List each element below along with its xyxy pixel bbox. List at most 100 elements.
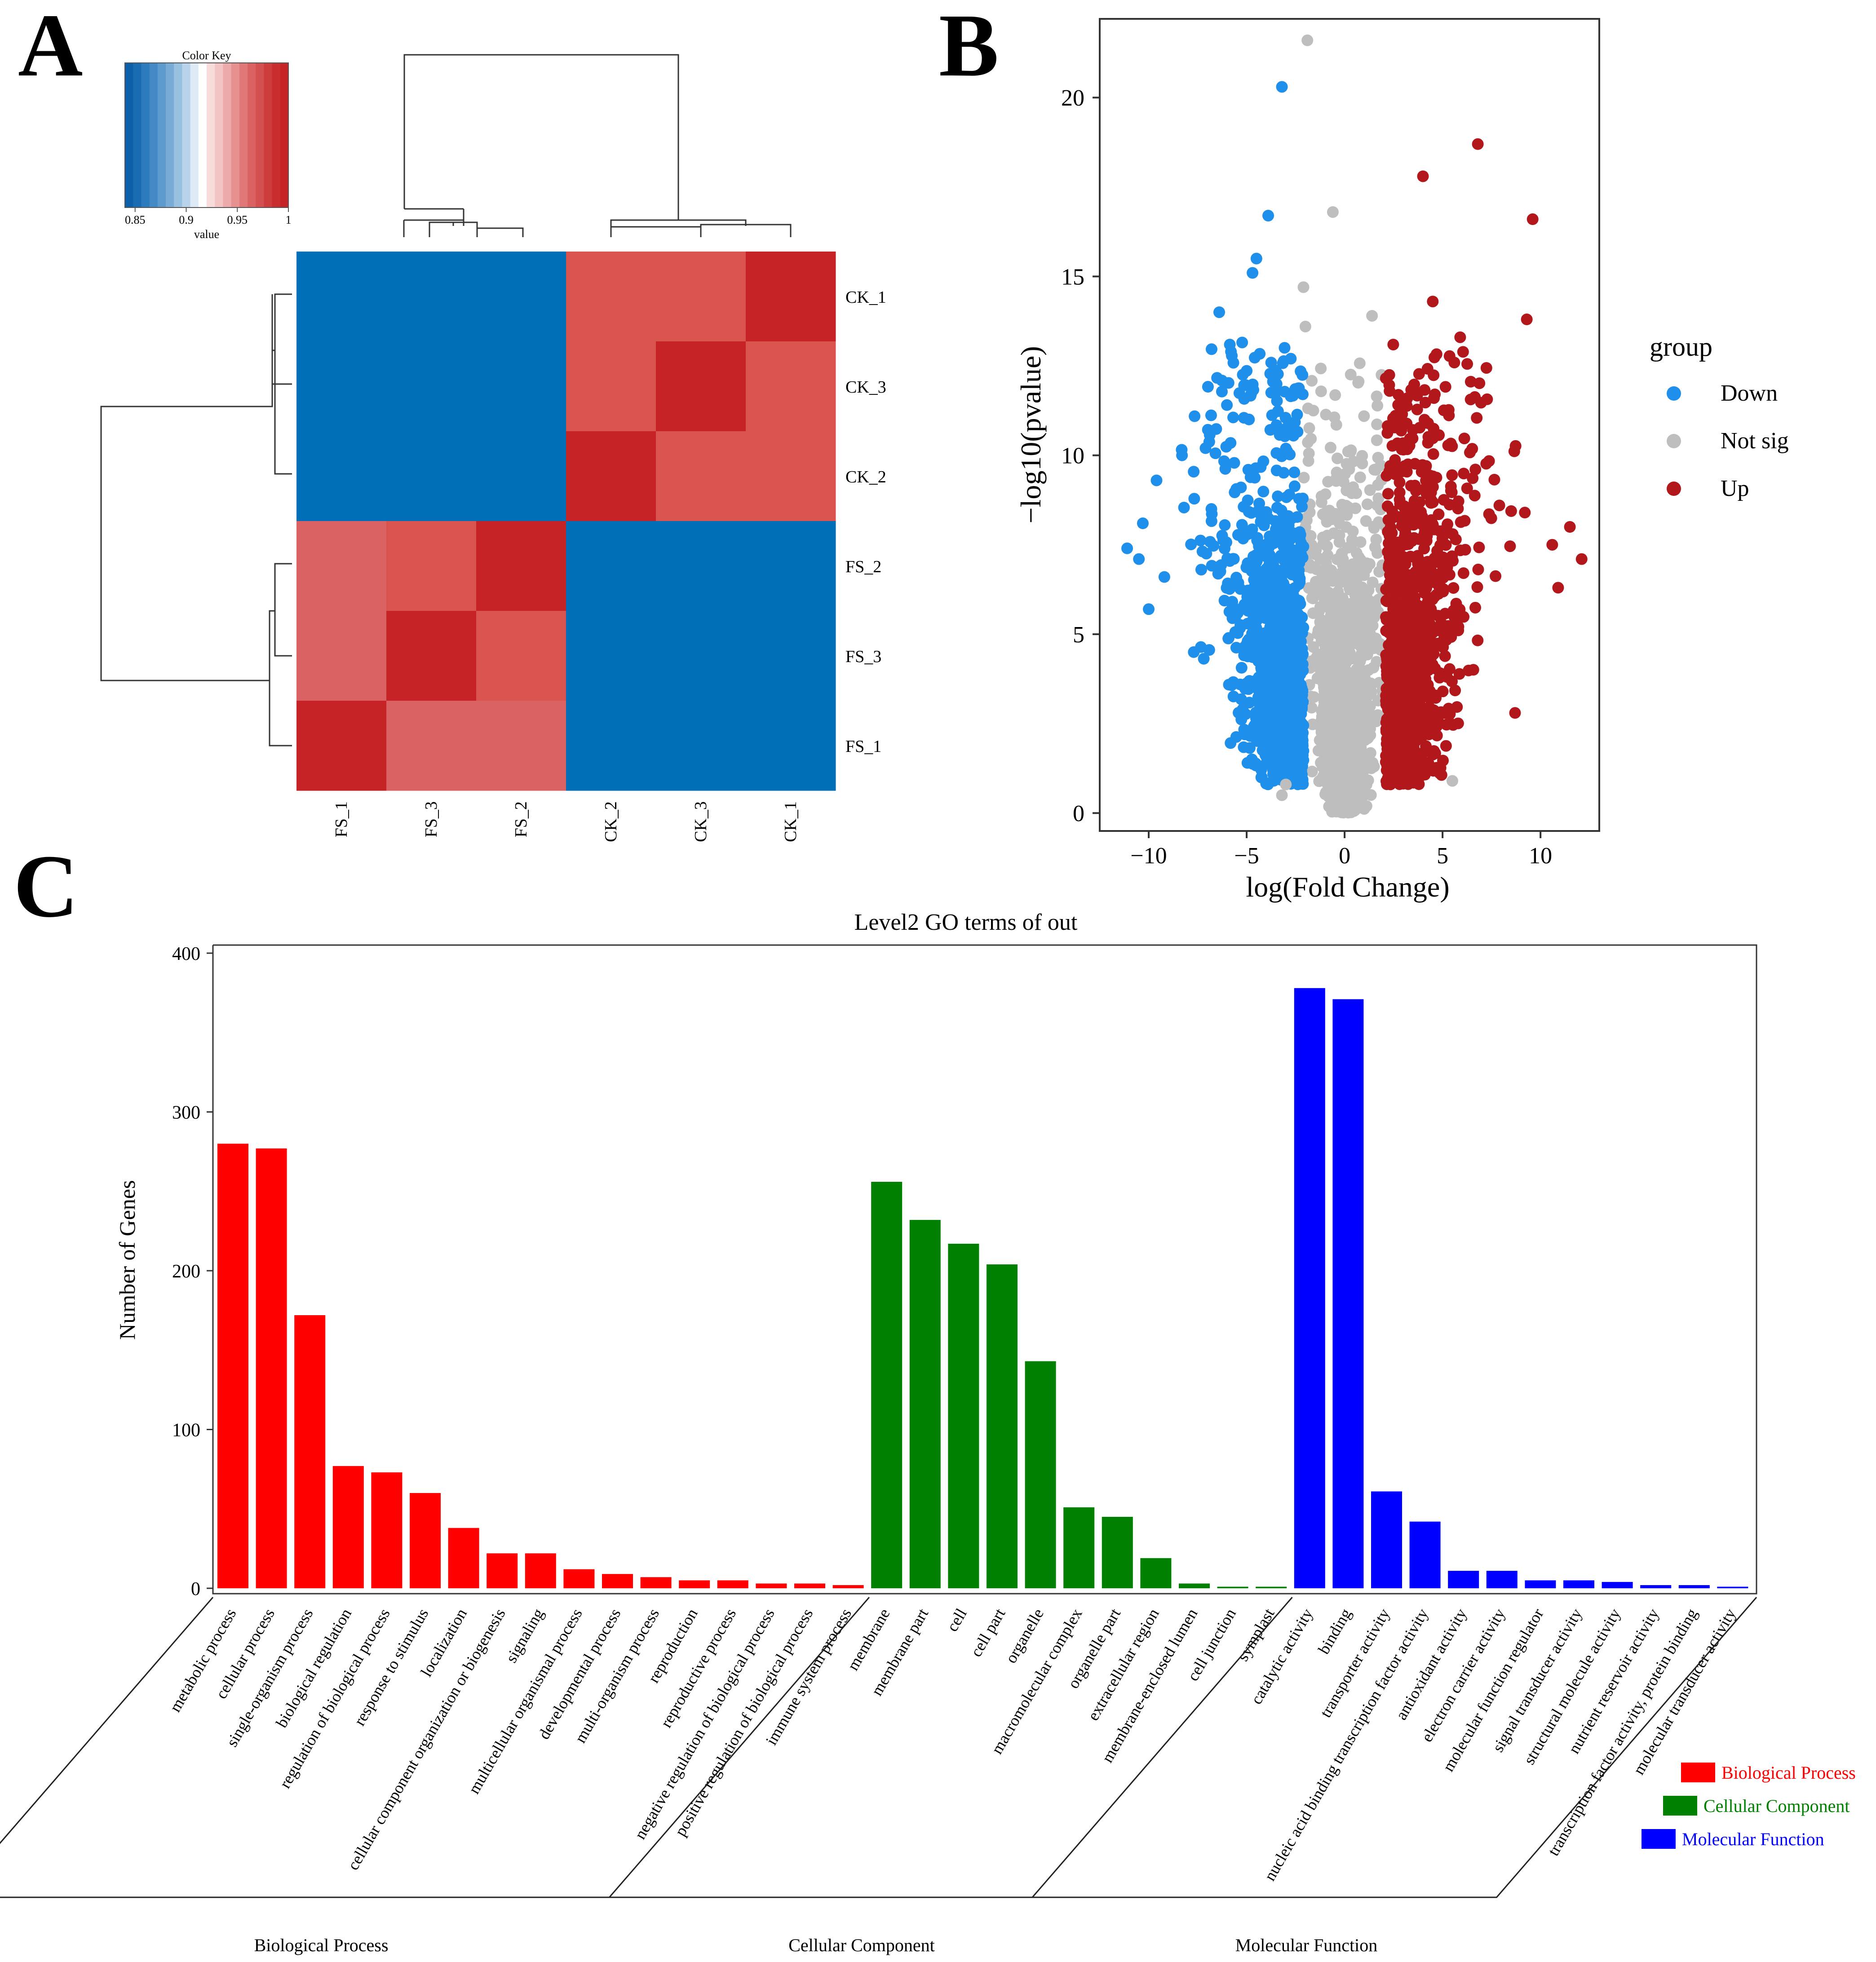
go-category-label: Molecular Function: [1235, 1935, 1378, 1955]
volcano-point: [1367, 712, 1380, 724]
volcano-point: [1321, 516, 1333, 528]
heatmap-cell: [566, 252, 656, 342]
volcano-point: [1236, 336, 1248, 349]
volcano-point: [1366, 310, 1378, 322]
volcano-point: [1292, 698, 1304, 710]
heatmap-cell: [296, 521, 387, 611]
volcano-point: [1416, 511, 1429, 523]
volcano-point: [1252, 536, 1264, 548]
volcano-point: [1371, 434, 1383, 446]
volcano-point: [1279, 411, 1292, 424]
volcano-y-tick-label: 0: [1073, 801, 1084, 826]
heatmap-cell: [656, 431, 746, 521]
volcano-point: [1234, 583, 1247, 595]
volcano-point: [1349, 766, 1361, 778]
volcano-point: [1413, 368, 1425, 380]
go-bar: [1525, 1580, 1556, 1588]
volcano-point: [1345, 682, 1357, 694]
color-key-band: [248, 63, 256, 208]
go-bar: [1448, 1571, 1479, 1588]
volcano-point: [1394, 486, 1406, 499]
go-bar: [794, 1583, 825, 1588]
heatmap-cell: [566, 431, 656, 521]
volcano-point: [1325, 763, 1337, 775]
heatmap-cell: [476, 341, 566, 432]
volcano-point: [1391, 437, 1403, 449]
color-key-band: [133, 63, 142, 208]
volcano-point: [1242, 494, 1254, 506]
volcano-point: [1422, 437, 1434, 449]
heatmap-row-label: CK_1: [845, 288, 886, 307]
color-key-border: [124, 62, 289, 208]
volcano-point: [1288, 466, 1301, 478]
volcano-point: [1307, 641, 1319, 653]
volcano-point: [1315, 726, 1327, 738]
volcano-point: [1469, 464, 1482, 476]
volcano-point: [1328, 411, 1341, 423]
color-key-band: [149, 63, 158, 208]
volcano-legend-title: group: [1650, 332, 1712, 362]
volcano-point: [1385, 565, 1397, 577]
go-category-brackets: [0, 1597, 1757, 1898]
volcano-x-tick-label: −5: [1234, 843, 1259, 869]
volcano-panel: −10 −5 0 5 10 0 5 10 15 20 log(Fold Change) −log…: [1015, 18, 1789, 903]
volcano-point: [1464, 446, 1476, 459]
heatmap-cell: [746, 431, 836, 521]
volcano-point: [1336, 722, 1349, 734]
volcano-point: [1323, 653, 1335, 665]
volcano-point: [1313, 653, 1325, 665]
volcano-point: [1350, 782, 1363, 795]
volcano-point: [1383, 369, 1395, 381]
volcano-point: [1471, 412, 1483, 424]
volcano-point: [1295, 721, 1307, 733]
volcano-point: [1282, 589, 1294, 601]
volcano-point: [1389, 546, 1401, 558]
volcano-point: [1427, 704, 1439, 716]
volcano-point: [1390, 463, 1402, 475]
heatmap-cell: [566, 611, 656, 701]
volcano-point: [1505, 505, 1517, 517]
volcano-point: [1390, 650, 1402, 662]
volcano-point: [1417, 614, 1429, 626]
volcano-point: [1296, 689, 1308, 701]
volcano-point: [1380, 689, 1392, 702]
volcano-point: [1387, 339, 1399, 351]
go-bar: [871, 1182, 903, 1588]
volcano-point: [1293, 526, 1305, 538]
volcano-point: [1414, 652, 1426, 664]
volcano-point: [1388, 766, 1400, 778]
volcano-point: [1409, 480, 1421, 492]
volcano-point: [1274, 734, 1287, 747]
volcano-point: [1411, 731, 1424, 743]
volcano-point: [1454, 331, 1466, 343]
volcano-point: [1137, 517, 1149, 530]
volcano-point: [1209, 447, 1221, 460]
go-y-label: Number of Genes: [115, 1180, 140, 1339]
volcano-point: [1509, 440, 1522, 452]
volcano-point: [1319, 597, 1332, 609]
volcano-point: [1433, 508, 1445, 520]
volcano-point: [1158, 571, 1170, 583]
heatmap-col-label: CK_2: [602, 801, 620, 842]
volcano-point: [1349, 625, 1361, 637]
go-bar: [1602, 1582, 1633, 1588]
volcano-point: [1261, 567, 1273, 579]
volcano-point: [1333, 529, 1345, 541]
volcano-point: [1389, 597, 1402, 609]
volcano-point: [1368, 522, 1380, 534]
go-x-label: binding: [1314, 1605, 1355, 1657]
volcano-point: [1285, 615, 1297, 627]
volcano-point: [1272, 692, 1284, 704]
volcano-point: [1261, 712, 1274, 724]
volcano-point: [1469, 391, 1481, 403]
heatmap-cell: [476, 521, 566, 611]
go-chart-title: Level2 GO terms of out: [854, 910, 1078, 935]
go-bar: [640, 1577, 672, 1588]
volcano-point: [1324, 712, 1336, 725]
volcano-point: [1238, 379, 1250, 391]
volcano-point: [1469, 490, 1481, 502]
volcano-point: [1427, 296, 1439, 308]
volcano-point: [1281, 445, 1293, 457]
go-y-tick-label: 200: [172, 1261, 200, 1282]
volcano-point: [1332, 656, 1345, 668]
